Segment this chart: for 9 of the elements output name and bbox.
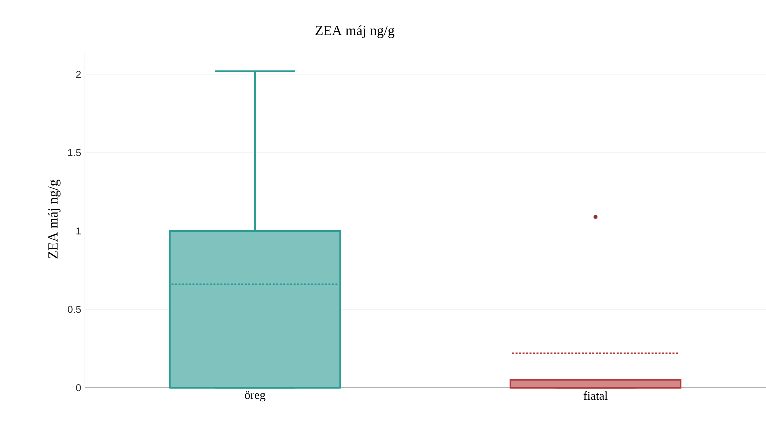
y-tick-label: 0.5 [68, 306, 82, 314]
y-tick-label: 0 [76, 384, 82, 392]
y-tick-label: 1 [76, 228, 82, 235]
y-tick-label: 1.5 [68, 149, 82, 156]
y-axis-title: ZEA máj ng/g [48, 180, 61, 259]
x-tick-label: öreg [245, 392, 266, 402]
chart-title: ZEA máj ng/g [316, 26, 395, 38]
x-tick-label: fiatal [584, 392, 608, 400]
y-tick-label: 2 [76, 71, 81, 78]
